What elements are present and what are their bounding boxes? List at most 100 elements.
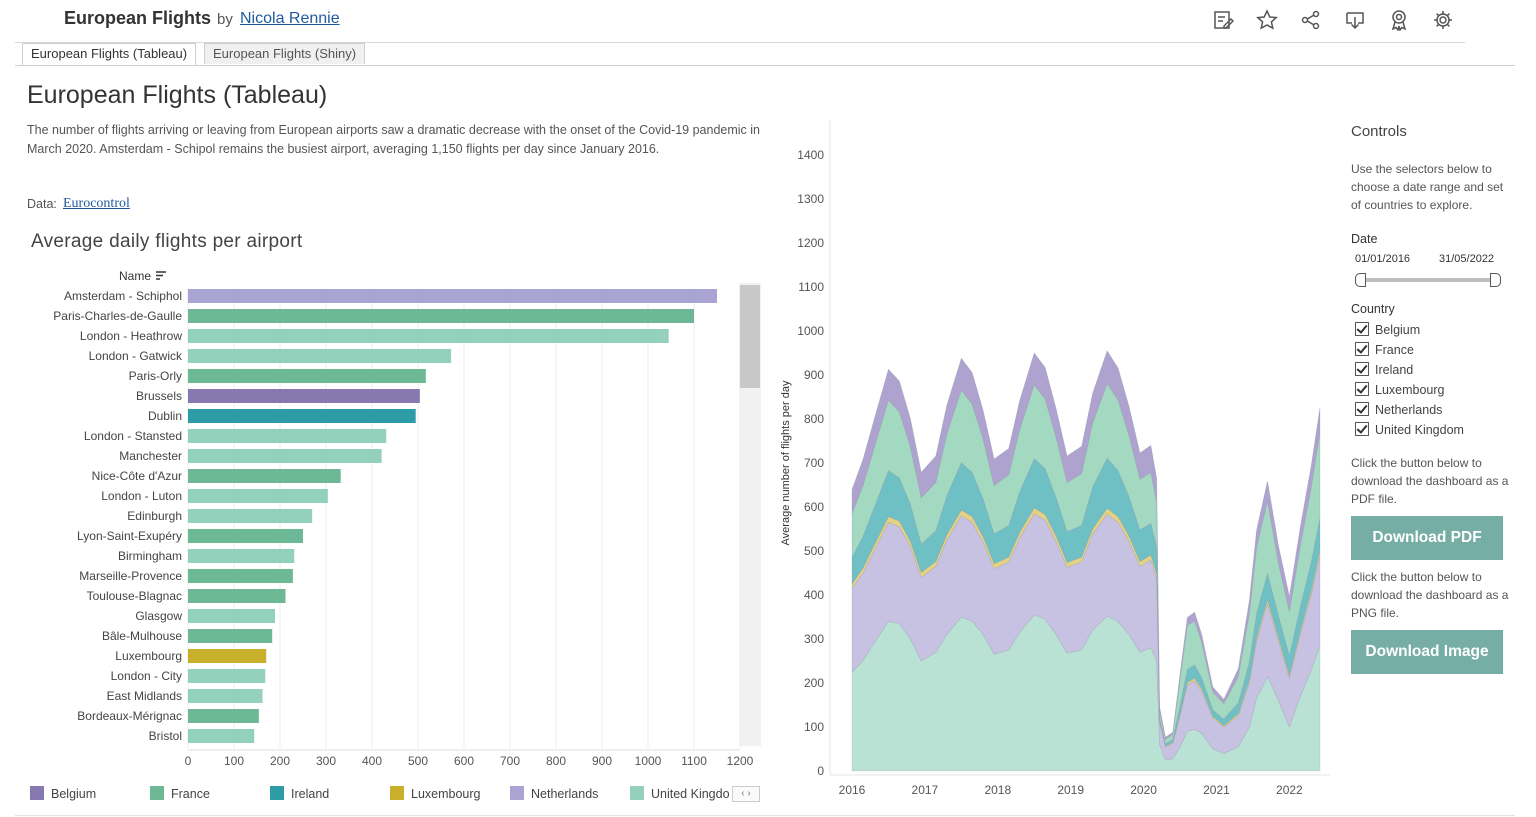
- bar-category-label[interactable]: London - Luton: [101, 489, 182, 503]
- y-tick-label: 800: [804, 412, 824, 426]
- bar-category-label[interactable]: Brussels: [136, 389, 182, 403]
- country-checkbox-netherlands[interactable]: Netherlands: [1355, 402, 1442, 418]
- checkbox-icon[interactable]: [1355, 422, 1369, 436]
- bar-category-label[interactable]: Marseille-Provence: [79, 569, 182, 583]
- bar[interactable]: [188, 689, 263, 703]
- x-tick-label: 2017: [912, 783, 939, 797]
- bar-category-label[interactable]: London - Stansted: [84, 429, 182, 443]
- checkbox-icon[interactable]: [1355, 362, 1369, 376]
- bar-category-label[interactable]: Toulouse-Blagnac: [87, 589, 182, 603]
- bar[interactable]: [188, 329, 669, 343]
- legend-scroll-arrows-icon[interactable]: ‹ ›: [732, 786, 760, 802]
- bar-category-label[interactable]: Amsterdam - Schiphol: [64, 289, 182, 303]
- date-end-value[interactable]: 31/05/2022: [1439, 253, 1495, 265]
- share-icon[interactable]: [1300, 9, 1322, 31]
- data-label: Data:: [27, 197, 57, 211]
- area-chart: 0 100 200 300 400 500 600 700 800 900 1000 1100 1200…: [780, 120, 1330, 797]
- bar[interactable]: [188, 349, 452, 363]
- checkbox-icon[interactable]: [1355, 382, 1369, 396]
- y-tick-label: 1400: [797, 148, 824, 162]
- bar[interactable]: [188, 609, 275, 623]
- bar[interactable]: [188, 489, 328, 503]
- bar-category-label[interactable]: Bristol: [149, 729, 182, 743]
- bar[interactable]: [188, 469, 341, 483]
- bar[interactable]: [188, 369, 426, 383]
- bar[interactable]: [188, 569, 293, 583]
- bar[interactable]: [188, 409, 416, 423]
- checkbox-icon[interactable]: [1355, 402, 1369, 416]
- legend-item-netherlands[interactable]: Netherlands: [510, 786, 598, 802]
- bar[interactable]: [188, 649, 267, 663]
- legend-item-luxembourg[interactable]: Luxembourg: [390, 786, 481, 802]
- bar[interactable]: [188, 729, 255, 743]
- download-pdf-button[interactable]: Download PDF: [1351, 516, 1503, 560]
- bar[interactable]: [188, 549, 295, 563]
- bar[interactable]: [188, 529, 303, 543]
- country-option-label: Belgium: [1375, 323, 1421, 337]
- tab-shiny[interactable]: European Flights (Shiny): [204, 43, 366, 64]
- bar-category-label[interactable]: Paris-Orly: [129, 369, 182, 383]
- legend-item-france[interactable]: France: [150, 786, 210, 802]
- bar-category-label[interactable]: Nice-Côte d'Azur: [92, 469, 182, 483]
- bar-category-label[interactable]: Manchester: [119, 449, 182, 463]
- country-checkbox-luxembourg[interactable]: Luxembourg: [1355, 382, 1445, 398]
- download-image-button[interactable]: Download Image: [1351, 630, 1503, 674]
- bar[interactable]: [188, 429, 387, 443]
- bar[interactable]: [188, 449, 382, 463]
- country-checkbox-ireland[interactable]: Ireland: [1355, 362, 1413, 378]
- legend-item-united-kingdom[interactable]: United Kingdo: [630, 786, 730, 802]
- country-checkbox-belgium[interactable]: Belgium: [1355, 322, 1420, 338]
- bar[interactable]: [188, 629, 273, 643]
- bar-category-label[interactable]: Lyon-Saint-Exupéry: [77, 529, 182, 543]
- bar[interactable]: [188, 709, 259, 723]
- country-checkbox-france[interactable]: France: [1355, 342, 1414, 358]
- gear-icon[interactable]: [1432, 9, 1454, 31]
- date-slider-start-handle[interactable]: [1355, 273, 1366, 287]
- area-series-belgium[interactable]: [851, 350, 1321, 740]
- sort-icon[interactable]: [155, 270, 167, 282]
- date-start-value[interactable]: 01/01/2016: [1355, 253, 1411, 265]
- date-slider-end-handle[interactable]: [1490, 273, 1501, 287]
- bar[interactable]: [188, 509, 313, 523]
- x-tick-label: 600: [454, 754, 474, 768]
- y-tick-label: 0: [817, 764, 824, 778]
- scrollbar-thumb[interactable]: [740, 285, 760, 388]
- bar-category-label[interactable]: Edinburgh: [127, 509, 182, 523]
- legend-item-belgium[interactable]: Belgium: [30, 786, 96, 802]
- bar[interactable]: [188, 669, 266, 683]
- bar[interactable]: [188, 589, 286, 603]
- bar-chart: Amsterdam - Schiphol Paris-Charles-de-Gau…: [53, 288, 754, 768]
- download-icon[interactable]: [1344, 9, 1366, 31]
- bar-chart-scrollbar[interactable]: [739, 283, 761, 746]
- badge-icon[interactable]: [1388, 9, 1410, 32]
- bar[interactable]: [188, 389, 420, 403]
- bar-category-label[interactable]: East Midlands: [107, 689, 182, 703]
- bar-category-label[interactable]: Bordeaux-Mérignac: [77, 709, 182, 723]
- bar[interactable]: [188, 289, 717, 303]
- author-link[interactable]: Nicola Rennie: [240, 10, 340, 27]
- bar-category-label[interactable]: London - City: [111, 669, 182, 683]
- bar[interactable]: [188, 309, 694, 323]
- data-source-link[interactable]: Eurocontrol: [63, 196, 130, 211]
- checkbox-icon[interactable]: [1355, 322, 1369, 336]
- country-checkbox-united-kingdom[interactable]: United Kingdom: [1355, 422, 1464, 438]
- legend-item-ireland[interactable]: Ireland: [270, 786, 329, 802]
- edit-icon[interactable]: [1212, 9, 1235, 31]
- bar-category-label[interactable]: London - Gatwick: [89, 349, 183, 363]
- tab-tableau[interactable]: European Flights (Tableau): [22, 43, 197, 65]
- date-slider-track[interactable]: [1357, 278, 1497, 282]
- y-tick-label: 700: [804, 456, 824, 470]
- bottom-divider: [15, 815, 1515, 816]
- checkbox-icon[interactable]: [1355, 342, 1369, 356]
- dashboard-description: The number of flights arriving or leavin…: [27, 123, 761, 156]
- bar-category-label[interactable]: London - Heathrow: [80, 329, 182, 343]
- bar-category-label[interactable]: Dublin: [148, 409, 182, 423]
- bar-category-label[interactable]: Glasgow: [135, 609, 182, 623]
- bar-category-label[interactable]: Bâle-Mulhouse: [102, 629, 182, 643]
- bar-category-label[interactable]: Luxembourg: [115, 649, 182, 663]
- name-column-header[interactable]: Name: [119, 269, 152, 283]
- bar-category-label[interactable]: Birmingham: [118, 549, 182, 563]
- star-icon[interactable]: [1256, 9, 1278, 31]
- y-tick-label: 1300: [797, 192, 824, 206]
- bar-category-label[interactable]: Paris-Charles-de-Gaulle: [53, 309, 182, 323]
